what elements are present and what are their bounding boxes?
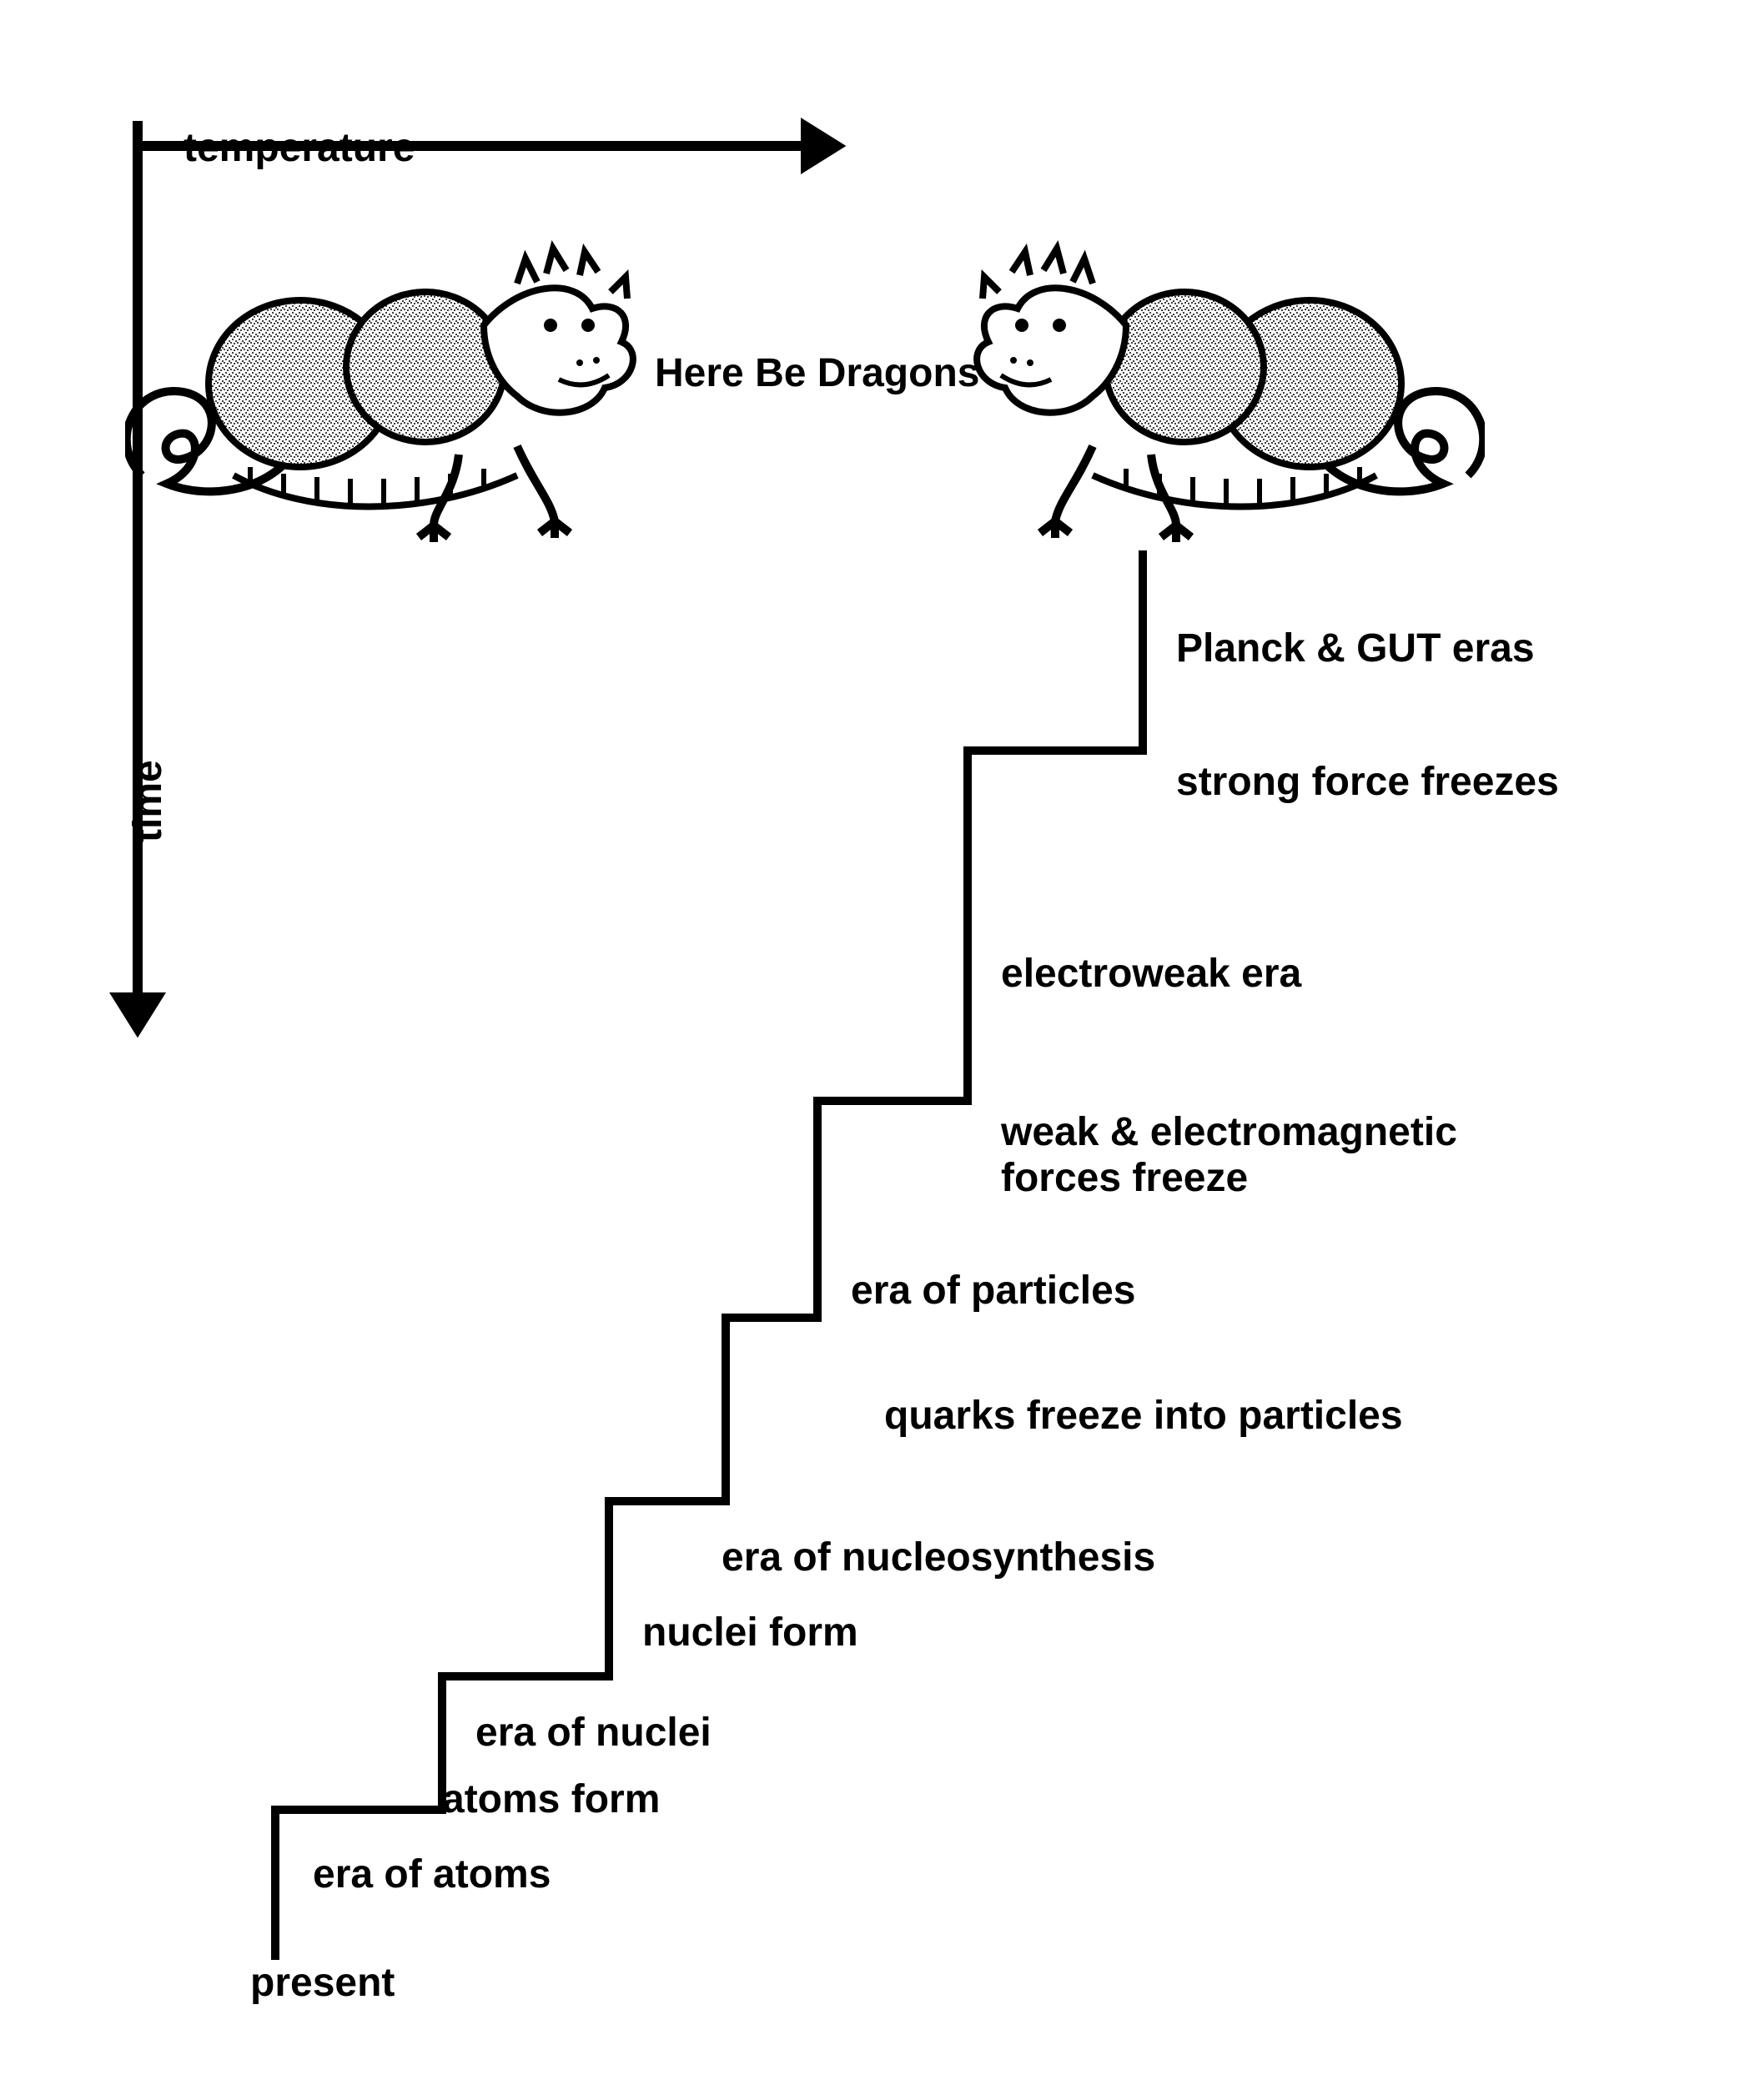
step-label: era of nucleosynthesis [722, 1535, 1155, 1580]
step-label: era of nuclei [475, 1710, 712, 1756]
step-label: Planck & GUT eras [1176, 625, 1535, 671]
step-label: nuclei form [642, 1610, 858, 1655]
diagram-canvas: temperature time Here Be Dragons Planck … [0, 0, 1750, 2100]
step-label: atoms form [442, 1776, 660, 1822]
step-label: era of particles [851, 1268, 1135, 1314]
staircase-svg [0, 0, 1750, 2100]
step-label: electroweak era [1001, 951, 1301, 997]
step-label: present [250, 1960, 395, 2006]
step-label: era of atoms [313, 1851, 551, 1897]
step-label: quarks freeze into particles [884, 1393, 1403, 1439]
step-label: strong force freezes [1176, 759, 1559, 805]
step-label: weak & electromagneticforces freeze [1001, 1109, 1457, 1201]
